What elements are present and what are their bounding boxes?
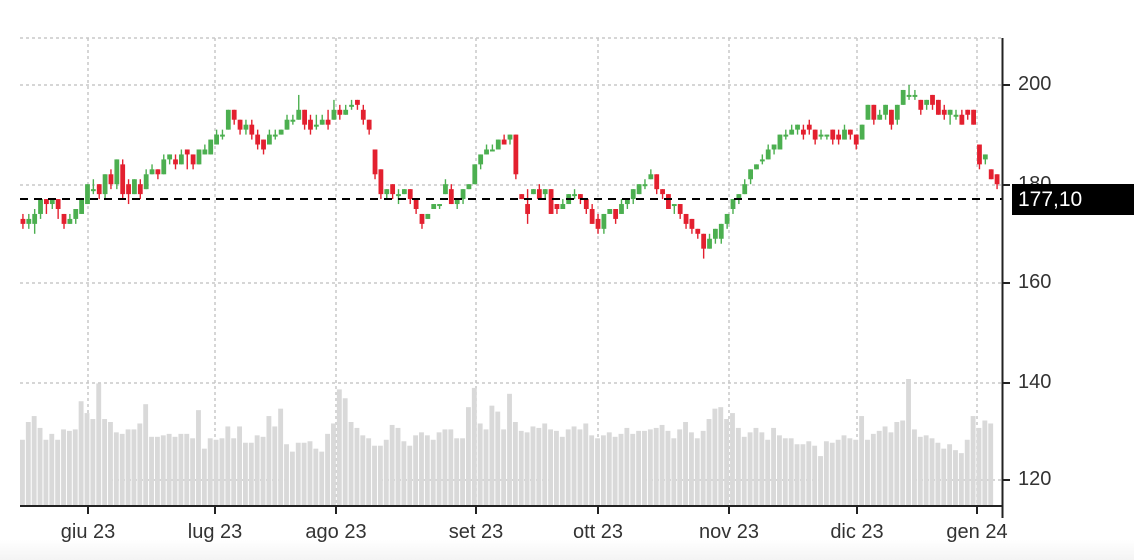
- volume-bars: [20, 379, 994, 505]
- price-candles: [20, 85, 1000, 259]
- x-tick-set-23: set 23: [448, 521, 504, 543]
- x-tick-ago-23: ago 23: [305, 521, 367, 543]
- x-tick-dic-23: dic 23: [830, 521, 884, 543]
- bottom-strip: [0, 540, 1134, 560]
- x-tick-giu-23: giu 23: [60, 521, 116, 543]
- y-tick-160: 160: [1018, 271, 1052, 293]
- x-tick-gen-24: gen 24: [946, 521, 1008, 543]
- axis-ticks: [87, 84, 1010, 514]
- grid-lines: [20, 37, 1002, 506]
- x-tick-lug-23: lug 23: [187, 521, 243, 543]
- y-tick-140: 140: [1018, 371, 1052, 393]
- x-tick-nov-23: nov 23: [698, 521, 760, 543]
- y-tick-120: 120: [1018, 468, 1052, 490]
- last-price-tag: 177,10: [1012, 184, 1134, 215]
- x-tick-ott-23: ott 23: [572, 521, 624, 543]
- y-tick-200: 200: [1018, 73, 1052, 95]
